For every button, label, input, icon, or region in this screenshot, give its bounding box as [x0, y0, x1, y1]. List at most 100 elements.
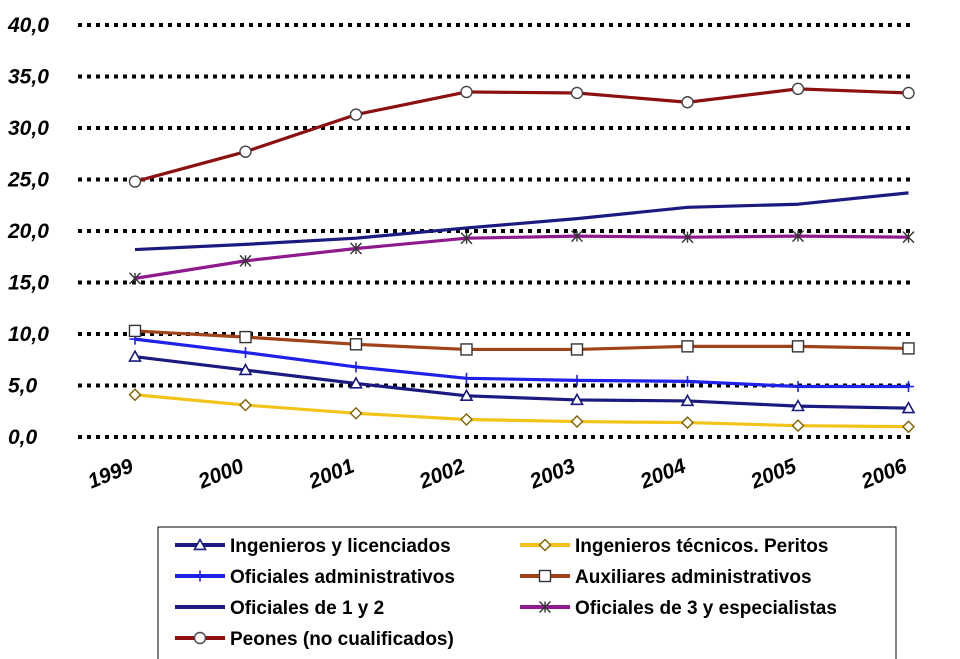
- data-point: [460, 413, 473, 426]
- x-tick-label: 2003: [526, 454, 579, 493]
- legend-item: Auxiliares administrativos: [520, 567, 812, 588]
- data-point: [539, 601, 551, 613]
- series-line: [134, 191, 909, 252]
- y-tick-label: 20,0: [7, 220, 49, 243]
- y-tick-label: 30,0: [8, 117, 49, 140]
- legend-label: Oficiales administrativos: [230, 567, 455, 588]
- y-tick-label: 40,0: [7, 14, 49, 37]
- x-tick-label: 2002: [415, 454, 468, 493]
- x-axis-ticks: 1999 2000 2001 2002 2003 2004 2005 2006: [85, 454, 911, 493]
- data-point: [349, 376, 363, 389]
- series-line: [134, 355, 909, 410]
- data-point: [350, 242, 362, 255]
- data-point: [461, 372, 472, 384]
- x-tick-label: 1999: [85, 454, 137, 493]
- y-tick-label: 35,0: [8, 66, 49, 89]
- data-point: [681, 340, 694, 353]
- data-point: [570, 392, 584, 406]
- legend-item: Oficiales de 1 y 2: [175, 598, 384, 619]
- series-4: [134, 191, 909, 252]
- series-line: [134, 329, 909, 352]
- x-tick-label: 2001: [305, 455, 358, 494]
- data-point: [570, 415, 584, 429]
- data-point: [791, 398, 805, 412]
- legend-label: Oficiales de 3 y especialistas: [575, 598, 837, 619]
- legend-item: Ingenieros y licenciados: [175, 536, 451, 557]
- data-point: [571, 230, 583, 243]
- series-line: [134, 393, 909, 429]
- series-5: [129, 230, 915, 285]
- data-point: [239, 145, 252, 158]
- legend-item: Peones (no cualificados): [175, 629, 454, 650]
- y-tick-label: 10,0: [8, 323, 49, 346]
- data-point: [571, 374, 583, 386]
- y-tick-label: 15,0: [8, 272, 49, 295]
- data-point: [128, 324, 142, 338]
- legend-box: [157, 526, 897, 659]
- series-line: [134, 234, 909, 280]
- data-point: [128, 349, 142, 362]
- data-point: [682, 375, 693, 387]
- gridlines: [78, 23, 915, 439]
- data-point: [570, 343, 584, 356]
- data-point: [792, 381, 804, 393]
- y-tick-label: 0,0: [8, 426, 38, 449]
- data-point: [193, 537, 207, 551]
- data-point: [350, 361, 362, 373]
- data-point: [902, 231, 915, 244]
- data-point: [460, 85, 473, 99]
- legend-label: Ingenieros técnicos. Peritos: [575, 536, 828, 557]
- series-6: [128, 82, 915, 188]
- data-point: [538, 569, 552, 583]
- data-point: [239, 398, 252, 412]
- data-point: [901, 401, 916, 414]
- data-point: [349, 108, 363, 121]
- series-2: [129, 333, 914, 393]
- data-point: [349, 338, 363, 351]
- legend-label: Oficiales de 1 y 2: [230, 598, 384, 619]
- data-point: [903, 381, 914, 393]
- data-point: [460, 232, 473, 245]
- data-point: [238, 362, 253, 376]
- data-point: [193, 631, 207, 645]
- y-axis-ticks: 0,0 5,0 10,0 15,0 20,0 25,0 30,0 35,0 40,0: [7, 14, 49, 449]
- y-tick-label: 5,0: [8, 375, 38, 398]
- data-point: [791, 419, 805, 433]
- data-point: [681, 231, 694, 244]
- data-point: [902, 420, 915, 434]
- series-line: [134, 337, 909, 389]
- data-point: [239, 254, 252, 267]
- series-0: [128, 349, 916, 414]
- legend-label: Ingenieros y licenciados: [230, 536, 451, 557]
- data-point: [902, 342, 915, 355]
- data-point: [538, 538, 552, 552]
- legend: Ingenieros y licenciados Ingenieros técni…: [157, 526, 897, 659]
- series-3: [128, 324, 915, 356]
- legend-item: Oficiales de 3 y especialistas: [520, 598, 837, 619]
- data-point: [680, 393, 695, 407]
- x-tick-label: 2005: [747, 454, 800, 493]
- legend-label: Peones (no cualificados): [230, 629, 454, 650]
- y-tick-label: 25,0: [7, 169, 49, 192]
- data-point: [460, 343, 473, 356]
- legend-label: Auxiliares administrativos: [575, 567, 812, 588]
- data-point: [459, 388, 474, 402]
- data-point: [194, 570, 206, 582]
- data-point: [239, 330, 252, 344]
- data-point: [129, 272, 141, 285]
- series-1: [128, 388, 915, 434]
- legend-item: Ingenieros técnicos. Peritos: [520, 536, 828, 557]
- series-line: [134, 87, 909, 184]
- data-point: [570, 86, 584, 100]
- data-point: [349, 406, 363, 420]
- data-point: [681, 96, 694, 109]
- series-lines: [128, 82, 916, 434]
- data-point: [792, 230, 804, 243]
- data-point: [902, 86, 915, 100]
- x-tick-label: 2000: [194, 454, 247, 493]
- data-point: [681, 416, 694, 430]
- data-point: [128, 388, 142, 402]
- data-point: [791, 82, 805, 96]
- legend-item: Oficiales administrativos: [175, 567, 455, 588]
